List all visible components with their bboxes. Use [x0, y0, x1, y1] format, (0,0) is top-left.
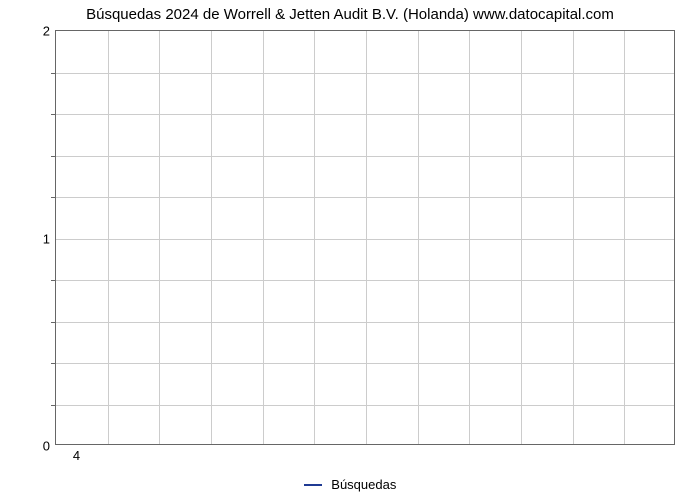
grid-line-vertical: [108, 31, 109, 444]
y-axis-label: 1: [43, 231, 56, 246]
chart-title: Búsquedas 2024 de Worrell & Jetten Audit…: [0, 6, 700, 23]
grid-line-horizontal-minor: [56, 156, 674, 157]
grid-line-horizontal-minor: [56, 322, 674, 323]
grid-line-horizontal-minor: [56, 405, 674, 406]
legend-label: Búsquedas: [331, 477, 396, 492]
grid-line-horizontal-minor: [56, 114, 674, 115]
chart-legend: Búsquedas: [0, 476, 700, 492]
grid-line-vertical: [159, 31, 160, 444]
y-minor-tick: [51, 73, 56, 74]
grid-line-vertical: [366, 31, 367, 444]
grid-line-vertical: [211, 31, 212, 444]
legend-swatch: [304, 484, 322, 486]
grid-line-vertical: [521, 31, 522, 444]
grid-line-horizontal-minor: [56, 363, 674, 364]
x-axis-label: 4: [73, 444, 80, 463]
y-axis-label: 2: [43, 24, 56, 39]
y-minor-tick: [51, 405, 56, 406]
grid-line-horizontal: [56, 239, 674, 240]
y-minor-tick: [51, 114, 56, 115]
grid-line-vertical: [418, 31, 419, 444]
grid-line-vertical: [573, 31, 574, 444]
y-minor-tick: [51, 156, 56, 157]
y-minor-tick: [51, 197, 56, 198]
grid-line-horizontal-minor: [56, 73, 674, 74]
y-axis-label: 0: [43, 439, 56, 454]
grid-line-horizontal-minor: [56, 197, 674, 198]
grid-line-vertical: [314, 31, 315, 444]
y-minor-tick: [51, 363, 56, 364]
grid-line-vertical: [263, 31, 264, 444]
grid-line-vertical: [624, 31, 625, 444]
plot-area: 0124: [55, 30, 675, 445]
y-minor-tick: [51, 322, 56, 323]
grid-line-vertical: [469, 31, 470, 444]
grid-line-horizontal-minor: [56, 280, 674, 281]
y-minor-tick: [51, 280, 56, 281]
searches-chart: Búsquedas 2024 de Worrell & Jetten Audit…: [0, 0, 700, 500]
